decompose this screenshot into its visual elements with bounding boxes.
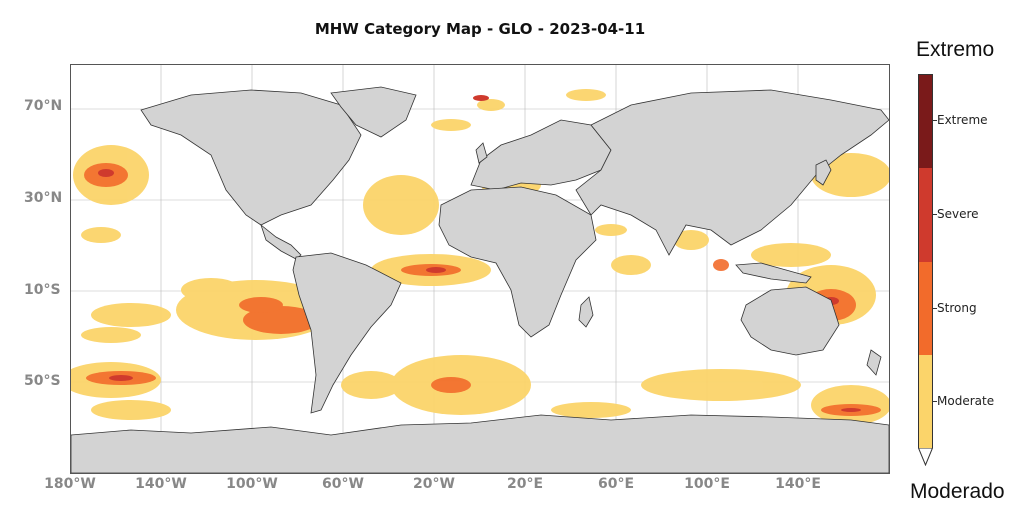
land-australia [740, 286, 840, 356]
land-central-america [260, 223, 302, 260]
land-south-america [292, 252, 402, 414]
world-map[interactable] [70, 64, 890, 474]
colorbar-top-annotation: Extremo [916, 38, 995, 61]
colorbar-tick [933, 214, 937, 215]
colorbar-tick [933, 401, 937, 402]
land-africa [438, 186, 597, 338]
colorbar-segment-extreme [919, 75, 932, 168]
colorbar-tick [933, 120, 937, 121]
moderate-patches [71, 89, 889, 470]
lon-label-100e: 100°E [684, 476, 730, 492]
colorbar-segment-strong [919, 262, 932, 355]
land-north-america [140, 89, 362, 226]
lon-label-60e: 60°E [597, 476, 635, 492]
land-uk [475, 142, 488, 164]
colorbar-tick [933, 308, 937, 309]
land-asia [575, 89, 889, 256]
lon-label-140e: 140°E [775, 476, 821, 492]
lon-label-100w: 100°W [226, 476, 278, 492]
lon-label-140w: 140°W [135, 476, 187, 492]
colorbar-extend-arrow [918, 448, 933, 466]
land-new-zealand [866, 349, 882, 376]
colorbar-label-severe: Severe [937, 207, 979, 221]
land-japan [815, 159, 832, 186]
lat-label-30n: 30°N [24, 190, 63, 206]
land-indonesia [735, 262, 812, 284]
colorbar-bottom-annotation: Moderado [910, 480, 1005, 503]
lat-label-70n: 70°N [24, 98, 63, 114]
land-antarctica [71, 414, 889, 473]
land-greenland [330, 86, 417, 138]
heatwave-patches [71, 89, 889, 470]
lon-label-60w: 60°W [322, 476, 364, 492]
land-madagascar [578, 296, 594, 328]
lat-label-10s: 10°S [24, 282, 61, 298]
map-title: MHW Category Map - GLO - 2023-04-11 [314, 20, 646, 38]
lon-label-20e: 20°E [506, 476, 544, 492]
lon-label-180w: 180°W [44, 476, 96, 492]
lon-label-20w: 20°W [413, 476, 455, 492]
colorbar-label-moderate: Moderate [937, 394, 995, 408]
colorbar-segment-severe [919, 168, 932, 262]
land-masses [71, 86, 889, 473]
colorbar-segment-moderate [919, 355, 932, 449]
colorbar-label-extreme: Extreme [937, 113, 988, 127]
colorbar-label-strong: Strong [937, 301, 977, 315]
colorbar [918, 74, 933, 449]
lat-label-50s: 50°S [24, 373, 61, 389]
